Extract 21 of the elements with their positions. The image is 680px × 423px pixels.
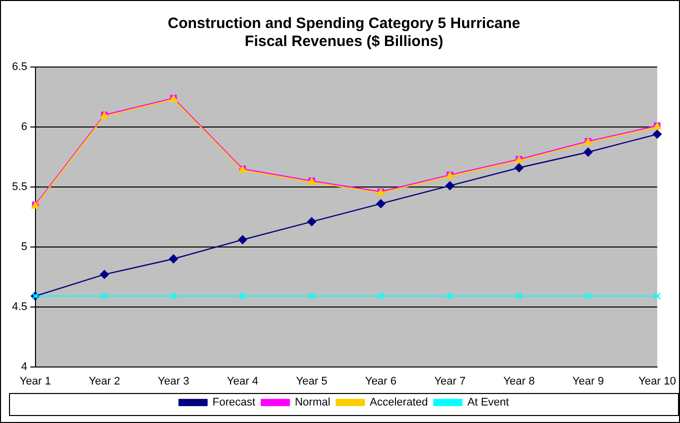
- legend-label: At Event: [467, 396, 509, 409]
- x-tick-label: Year 7: [434, 375, 466, 388]
- y-tick-label: 4.5: [12, 300, 28, 313]
- y-tick-label: 6.5: [12, 61, 28, 74]
- legend-label: Normal: [294, 396, 330, 409]
- x-tick-label: Year 6: [365, 375, 397, 388]
- x-tick-label: Year 2: [88, 375, 120, 388]
- x-tick-label: Year 4: [226, 375, 258, 388]
- x-tick-label: Year 10: [638, 375, 676, 388]
- x-tick-label: Year 1: [20, 375, 51, 388]
- x-tick-label: Year 3: [158, 375, 190, 388]
- chart-title: Construction and Spending Category 5 Hurricane Fiscal Revenues ($ Billions): [168, 15, 520, 50]
- legend-label: Accelerated: [370, 396, 428, 409]
- y-tick-label: 5: [21, 240, 28, 253]
- x-tick-label: Year 8: [503, 375, 535, 388]
- legend-label: Forecast: [212, 396, 256, 409]
- y-tick-label: 5.5: [12, 180, 28, 193]
- y-tick-label: 4: [21, 360, 28, 373]
- x-tick-label: Year 9: [572, 375, 604, 388]
- y-tick-label: 6: [21, 120, 28, 133]
- x-tick-label: Year 5: [296, 375, 328, 388]
